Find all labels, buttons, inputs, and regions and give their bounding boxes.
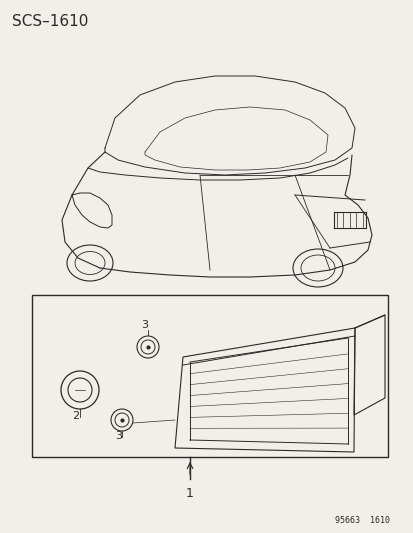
Text: 3: 3 xyxy=(141,320,148,330)
Text: 3: 3 xyxy=(115,431,122,441)
Text: 2: 2 xyxy=(72,411,79,421)
Text: SCS–1610: SCS–1610 xyxy=(12,14,88,29)
Text: 1: 1 xyxy=(185,487,193,500)
Text: 95663  1610: 95663 1610 xyxy=(334,516,389,525)
Bar xyxy=(32,295,387,457)
